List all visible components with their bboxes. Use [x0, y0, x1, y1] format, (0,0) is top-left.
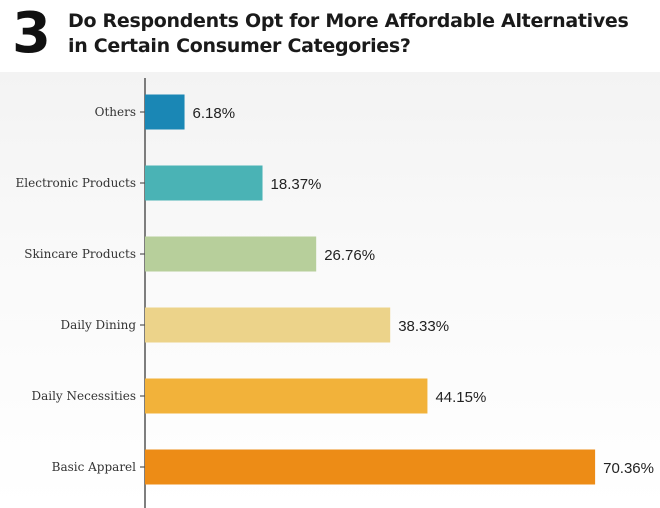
category-label: Electronic Products — [16, 176, 136, 190]
bar-electronic-products — [145, 165, 263, 201]
category-label: Others — [95, 105, 136, 119]
value-label: 26.76% — [324, 247, 375, 264]
bar-daily-dining — [145, 307, 391, 343]
value-label: 44.15% — [435, 389, 486, 406]
bar-daily-necessities — [145, 378, 428, 414]
bar-basic-apparel — [145, 449, 596, 485]
value-label: 38.33% — [398, 318, 449, 335]
category-label: Basic Apparel — [52, 460, 137, 474]
value-label: 6.18% — [193, 105, 236, 122]
value-label: 18.37% — [271, 176, 322, 193]
chart-title: Do Respondents Opt for More Affordable A… — [68, 10, 629, 57]
bar-others — [145, 94, 185, 130]
chart-header: 3 Do Respondents Opt for More Affordable… — [0, 0, 660, 70]
category-label: Daily Dining — [61, 318, 137, 332]
category-label: Daily Necessities — [31, 389, 136, 403]
bar-skincare-products — [145, 236, 317, 272]
chart-number: 3 — [12, 1, 51, 66]
bar-chart: Others Electronic Products Skincare Produc… — [16, 78, 654, 508]
value-label: 70.36% — [603, 460, 654, 477]
category-label: Skincare Products — [24, 247, 136, 261]
chart-panel — [0, 72, 660, 508]
